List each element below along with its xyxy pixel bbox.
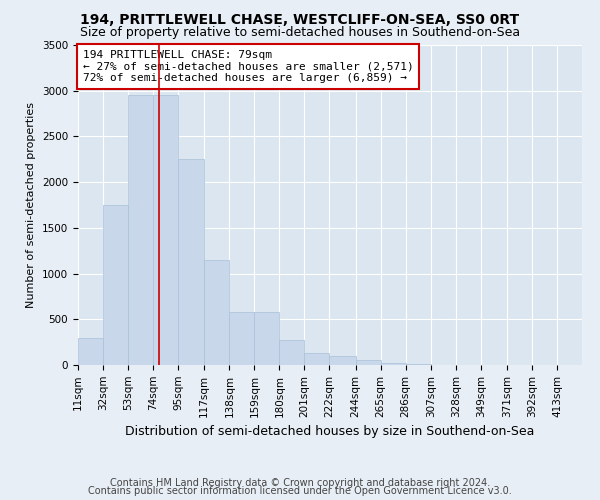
Bar [380, 363, 406, 365]
Text: Contains public sector information licensed under the Open Government Licence v3: Contains public sector information licen… [88, 486, 512, 496]
Bar [204, 260, 229, 365]
Text: 194 PRITTLEWELL CHASE: 79sqm
← 27% of semi-detached houses are smaller (2,571)
7: 194 PRITTLEWELL CHASE: 79sqm ← 27% of se… [83, 50, 414, 83]
Bar [254, 312, 280, 365]
Text: Size of property relative to semi-detached houses in Southend-on-Sea: Size of property relative to semi-detach… [80, 26, 520, 39]
Bar [280, 340, 304, 365]
Bar [128, 96, 153, 365]
Bar [356, 360, 380, 365]
Bar [329, 356, 356, 365]
Bar [304, 353, 329, 365]
X-axis label: Distribution of semi-detached houses by size in Southend-on-Sea: Distribution of semi-detached houses by … [125, 425, 535, 438]
Text: Contains HM Land Registry data © Crown copyright and database right 2024.: Contains HM Land Registry data © Crown c… [110, 478, 490, 488]
Bar [406, 364, 431, 365]
Bar [153, 96, 178, 365]
Bar [78, 338, 103, 365]
Y-axis label: Number of semi-detached properties: Number of semi-detached properties [26, 102, 37, 308]
Bar [103, 205, 128, 365]
Text: 194, PRITTLEWELL CHASE, WESTCLIFF-ON-SEA, SS0 0RT: 194, PRITTLEWELL CHASE, WESTCLIFF-ON-SEA… [80, 12, 520, 26]
Bar [229, 312, 254, 365]
Bar [178, 160, 204, 365]
